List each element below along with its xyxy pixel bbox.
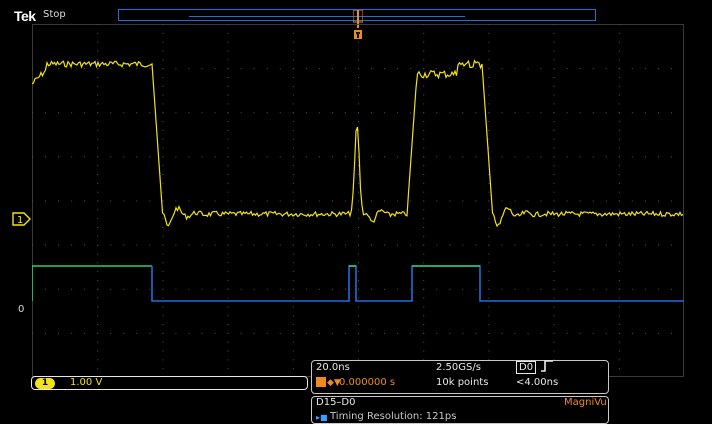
ch1-badge[interactable]: 1	[35, 378, 55, 389]
ch1-scale: 1.00 V	[70, 377, 103, 388]
time-per-div: 20.0ns	[316, 362, 350, 373]
d0-waveform-high	[32, 265, 152, 301]
timing-resolution: Timing Resolution: 121ps	[330, 411, 457, 422]
waveform-traces	[32, 59, 684, 302]
d0-waveform-low	[151, 265, 684, 302]
ch1-waveform	[32, 59, 684, 228]
graticule	[32, 24, 672, 370]
magnivu-label: MagniVu	[564, 397, 607, 408]
horizontal-readout-box[interactable]	[311, 360, 609, 394]
acquisition-status: Stop	[43, 9, 66, 20]
trigger-icon	[316, 377, 326, 387]
sample-rate: 2.50GS/s	[436, 362, 481, 373]
trigger-source: D0	[516, 361, 537, 374]
digital-timing-icon: ▸■	[316, 413, 328, 422]
digital-bus: D15–D0	[316, 397, 356, 408]
digital-readout-box[interactable]	[311, 396, 609, 424]
trigger-level: <4.00ns	[516, 377, 559, 388]
trigger-arrow-icon: ◆▼	[327, 378, 341, 388]
brand-logo: Tek	[14, 8, 36, 24]
rising-edge-icon	[541, 360, 553, 372]
ch1-readout-box[interactable]	[31, 376, 308, 390]
d0-marker[interactable]: 0	[18, 304, 25, 315]
ch1-marker-label: 1	[17, 215, 23, 226]
horizontal-position: 0.000000 s	[339, 377, 396, 388]
record-length: 10k points	[436, 377, 489, 388]
ch1-ground-marker[interactable]: 1	[12, 212, 32, 226]
